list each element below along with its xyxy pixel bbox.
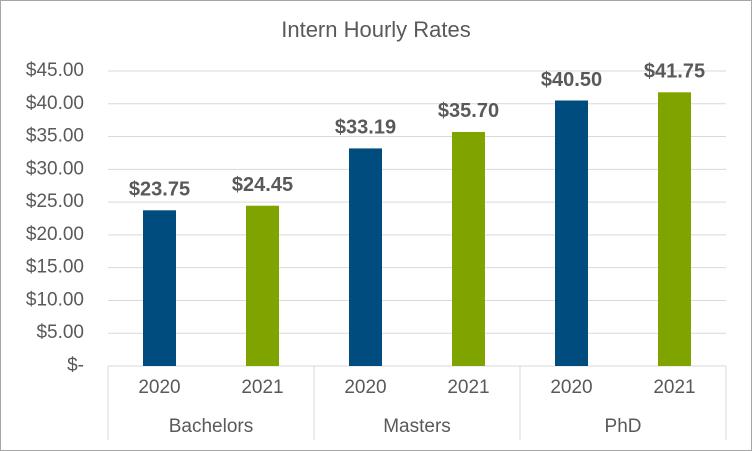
y-tick-label: $10.00 — [26, 289, 84, 310]
bar — [143, 210, 176, 366]
bar — [555, 100, 588, 366]
y-tick-label: $40.00 — [26, 93, 84, 114]
x-group-label: Bachelors — [169, 416, 254, 437]
value-label: $23.75 — [129, 179, 190, 201]
x-tick-label: 2020 — [138, 377, 180, 398]
bar — [246, 205, 279, 366]
bar — [349, 148, 382, 366]
y-tick-label: $20.00 — [26, 224, 84, 245]
y-tick-label: $15.00 — [26, 257, 84, 278]
x-group-label: PhD — [605, 416, 642, 437]
y-tick-label: $- — [67, 355, 84, 376]
y-tick-label: $35.00 — [26, 126, 84, 147]
chart-title: Intern Hourly Rates — [281, 17, 471, 42]
value-label: $40.50 — [541, 69, 602, 91]
y-tick-label: $25.00 — [26, 191, 84, 212]
x-tick-label: 2020 — [550, 377, 592, 398]
x-group-label: Masters — [383, 416, 451, 437]
x-tick-label: 2020 — [344, 377, 386, 398]
value-label: $35.70 — [438, 100, 499, 122]
x-tick-label: 2021 — [447, 377, 489, 398]
value-label: $24.45 — [232, 174, 293, 196]
y-tick-label: $45.00 — [26, 60, 84, 81]
value-label: $41.75 — [644, 61, 705, 83]
y-tick-label: $5.00 — [36, 322, 84, 343]
bar — [658, 92, 691, 367]
y-tick-label: $30.00 — [26, 158, 84, 179]
bar — [452, 131, 485, 366]
x-tick-label: 2021 — [241, 377, 283, 398]
value-label: $33.19 — [335, 117, 396, 139]
x-tick-label: 2021 — [653, 377, 695, 398]
